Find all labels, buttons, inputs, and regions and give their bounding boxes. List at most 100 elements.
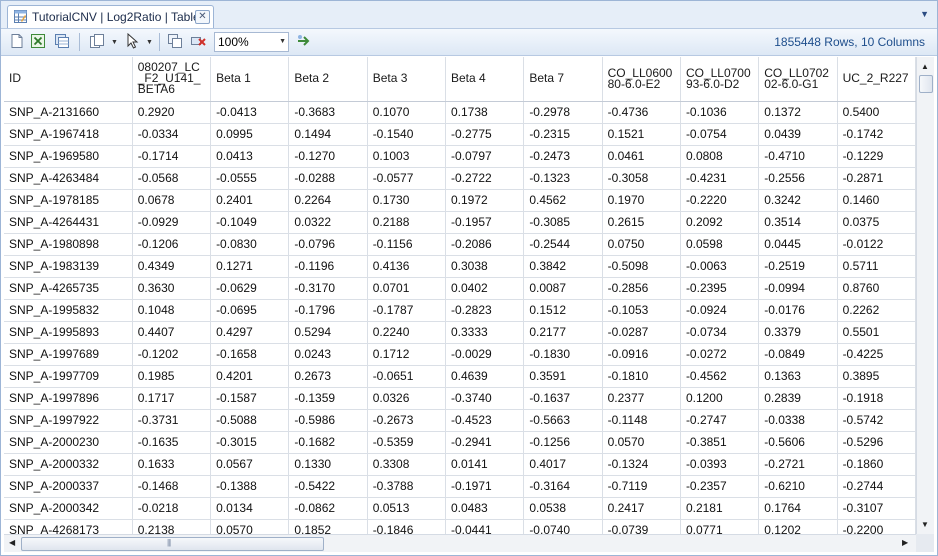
table-cell[interactable]: 0.1202 [758,519,838,534]
table-row[interactable]: SNP_A-1978185 0.0678 0.2401 0.2264 0.1730 0.1… [4,189,916,212]
table-cell[interactable]: -0.2357 [680,475,760,498]
table-cell[interactable]: -0.0734 [680,321,760,344]
chevron-down-icon[interactable]: ▼ [111,39,118,46]
table-cell[interactable]: 0.2177 [523,321,603,344]
scroll-down-icon[interactable]: ▼ [921,520,929,529]
column-header[interactable]: 080207_LC_F2_U141_BETA6 [132,57,212,102]
table-cell[interactable]: -0.0695 [210,299,290,322]
table-cell[interactable]: -0.1714 [132,145,212,168]
table-cell[interactable]: 0.4639 [445,365,525,388]
table-cell[interactable]: 0.1717 [132,387,212,410]
table-cell[interactable]: 0.1633 [132,453,212,476]
table-cell[interactable]: -0.0796 [288,233,368,256]
table-cell[interactable]: -0.3740 [445,387,525,410]
new-document-icon[interactable] [9,33,25,49]
table-cell[interactable]: 0.1985 [132,365,212,388]
table-cell[interactable]: 0.3630 [132,277,212,300]
table-cell[interactable]: 0.4297 [210,321,290,344]
table-row[interactable]: SNP_A-2000230 -0.1635 -0.3015 -0.1682 -0.535… [4,431,916,454]
table-cell[interactable]: 0.0322 [288,211,368,234]
table-cell[interactable]: SNP_A-4268173 [4,519,133,534]
table-cell[interactable]: -0.0393 [680,453,760,476]
table-cell[interactable]: 0.0445 [758,233,838,256]
table-row[interactable]: SNP_A-4263484 -0.0568 -0.0555 -0.0288 -0.057… [4,167,916,190]
table-cell[interactable]: -0.5742 [837,409,916,432]
table-cell[interactable]: -0.0176 [758,299,838,322]
table-cell[interactable]: -0.3107 [837,497,916,520]
table-row[interactable]: SNP_A-2000337 -0.1468 -0.1388 -0.5422 -0.378… [4,475,916,498]
table-cell[interactable]: 0.1460 [837,189,916,212]
table-cell[interactable]: 0.0570 [210,519,290,534]
table-cell[interactable]: 0.0513 [367,497,447,520]
table-cell[interactable]: 0.5501 [837,321,916,344]
table-cell[interactable]: 0.1330 [288,453,368,476]
table-cell[interactable]: SNP_A-2000342 [4,497,133,520]
table-cell[interactable]: -0.1860 [837,453,916,476]
table-cell[interactable]: -0.2744 [837,475,916,498]
table-cell[interactable]: 0.2262 [837,299,916,322]
table-cell[interactable]: 0.0141 [445,453,525,476]
table-cell[interactable]: 0.1970 [602,189,681,212]
table-cell[interactable]: -0.0740 [523,519,603,534]
table-cell[interactable]: 0.1494 [288,123,368,146]
table-cell[interactable]: 0.0413 [210,145,290,168]
table-cell[interactable]: -0.1918 [837,387,916,410]
table-cell[interactable]: -0.2473 [523,145,603,168]
table-cell[interactable]: 0.1271 [210,255,290,278]
table-cell[interactable]: 0.4349 [132,255,212,278]
table-cell[interactable]: -0.5422 [288,475,368,498]
table-cell[interactable]: 0.1003 [367,145,447,168]
table-cell[interactable]: -0.0994 [758,277,838,300]
table-cell[interactable]: -0.1957 [445,211,525,234]
table-cell[interactable]: 0.1048 [132,299,212,322]
table-cell[interactable]: 0.0995 [210,123,290,146]
table-cell[interactable]: -0.1270 [288,145,368,168]
table-cell[interactable]: -0.0288 [288,167,368,190]
table-cell[interactable]: 0.1070 [367,101,447,124]
column-header[interactable]: ID [4,57,133,102]
table-row[interactable]: SNP_A-4264431 -0.0929 -0.1049 0.0322 0.2188-… [4,211,916,234]
table-cell[interactable]: 0.2181 [680,497,760,520]
table-cell[interactable]: -0.2220 [680,189,760,212]
table-cell[interactable]: -0.2722 [445,167,525,190]
table-cell[interactable]: 0.5711 [837,255,916,278]
table-cell[interactable]: 0.1363 [758,365,838,388]
zoom-fit-icon[interactable] [296,33,312,49]
table-cell[interactable]: 0.4201 [210,365,290,388]
table-row[interactable]: SNP_A-1997689 -0.1202 -0.1658 0.0243 0.1712-… [4,343,916,366]
table-cell[interactable]: -0.2556 [758,167,838,190]
table-cell[interactable]: 0.3038 [445,255,525,278]
column-header[interactable]: Beta 1 [210,57,290,102]
horizontal-scroll-thumb[interactable]: ||| [21,537,324,551]
table-cell[interactable]: 0.2188 [367,211,447,234]
table-cell[interactable]: -0.4225 [837,343,916,366]
table-cell[interactable]: -0.3164 [523,475,603,498]
table-cell[interactable]: 0.1200 [680,387,760,410]
table-cell[interactable]: -0.4523 [445,409,525,432]
table-cell[interactable]: -0.1587 [210,387,290,410]
table-cell[interactable]: -0.1635 [132,431,212,454]
table-cell[interactable]: -0.1229 [837,145,916,168]
table-cell[interactable]: -0.2941 [445,431,525,454]
table-row[interactable]: SNP_A-4265735 0.3630 -0.0629 -0.3170 0.0701 0… [4,277,916,300]
table-cell[interactable]: 0.4136 [367,255,447,278]
table-cell[interactable]: 0.4562 [523,189,603,212]
table-cell[interactable]: -0.4710 [758,145,838,168]
table-cell[interactable]: -0.0272 [680,343,760,366]
table-cell[interactable]: -0.0555 [210,167,290,190]
page-layout-icon[interactable] [89,33,105,49]
table-cell[interactable]: -0.1846 [367,519,447,534]
table-cell[interactable]: 0.0134 [210,497,290,520]
table-cell[interactable]: 0.1972 [445,189,525,212]
table-cell[interactable]: -0.3731 [132,409,212,432]
table-cell[interactable]: 0.0402 [445,277,525,300]
table-cell[interactable]: -0.2775 [445,123,525,146]
tab-menu-dropdown-icon[interactable]: ▼ [920,9,929,19]
table-cell[interactable]: 0.1730 [367,189,447,212]
table-cell[interactable]: -0.1540 [367,123,447,146]
table-cell[interactable]: 0.3333 [445,321,525,344]
table-cell[interactable]: -0.0338 [758,409,838,432]
table-row[interactable]: SNP_A-1995832 0.1048 -0.0695 -0.1796 -0.1787… [4,299,916,322]
table-cell[interactable]: -0.1742 [837,123,916,146]
column-header[interactable]: Beta 7 [523,57,603,102]
